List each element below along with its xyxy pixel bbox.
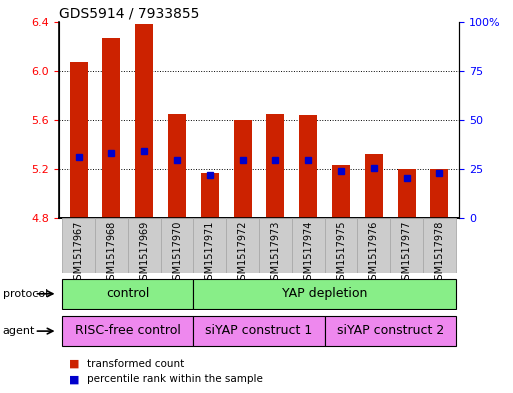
Text: control: control — [106, 286, 150, 299]
Text: GSM1517978: GSM1517978 — [435, 221, 444, 286]
Bar — [201, 173, 219, 218]
Text: ■: ■ — [69, 374, 80, 384]
Bar — [62, 218, 95, 273]
Bar — [226, 218, 259, 273]
Bar — [70, 62, 88, 218]
Bar — [62, 279, 193, 309]
Bar — [193, 218, 226, 273]
Bar — [299, 115, 317, 218]
Bar — [103, 38, 121, 218]
Text: GSM1517974: GSM1517974 — [303, 221, 313, 286]
Text: RISC-free control: RISC-free control — [75, 324, 181, 337]
Text: GSM1517971: GSM1517971 — [205, 221, 215, 286]
Bar — [358, 218, 390, 273]
Text: GSM1517968: GSM1517968 — [107, 221, 116, 286]
Text: GSM1517976: GSM1517976 — [369, 221, 379, 286]
Bar — [292, 218, 325, 273]
Text: protocol: protocol — [3, 289, 48, 299]
Text: transformed count: transformed count — [87, 358, 185, 369]
Text: GDS5914 / 7933855: GDS5914 / 7933855 — [59, 6, 200, 20]
Text: ■: ■ — [69, 358, 80, 369]
Text: GSM1517970: GSM1517970 — [172, 221, 182, 286]
Text: GSM1517967: GSM1517967 — [74, 221, 84, 286]
Bar — [193, 316, 325, 346]
Bar — [332, 165, 350, 218]
Text: GSM1517977: GSM1517977 — [402, 221, 411, 286]
Bar — [259, 218, 292, 273]
Bar — [62, 316, 193, 346]
Bar — [398, 169, 416, 218]
Text: siYAP construct 1: siYAP construct 1 — [205, 324, 313, 337]
Bar — [135, 24, 153, 218]
Text: YAP depletion: YAP depletion — [282, 286, 367, 299]
Text: GSM1517975: GSM1517975 — [336, 221, 346, 286]
Bar — [95, 218, 128, 273]
Text: agent: agent — [3, 326, 35, 336]
Bar — [325, 218, 358, 273]
Bar — [233, 120, 252, 218]
Bar — [128, 218, 161, 273]
Text: siYAP construct 2: siYAP construct 2 — [337, 324, 444, 337]
Bar — [193, 279, 456, 309]
Text: GSM1517969: GSM1517969 — [139, 221, 149, 286]
Bar — [430, 169, 448, 218]
Bar — [365, 154, 383, 218]
Bar — [168, 114, 186, 218]
Bar — [325, 316, 456, 346]
Text: percentile rank within the sample: percentile rank within the sample — [87, 374, 263, 384]
Bar — [423, 218, 456, 273]
Bar — [266, 114, 285, 218]
Text: GSM1517973: GSM1517973 — [270, 221, 281, 286]
Bar — [390, 218, 423, 273]
Bar — [161, 218, 193, 273]
Text: GSM1517972: GSM1517972 — [238, 221, 248, 286]
